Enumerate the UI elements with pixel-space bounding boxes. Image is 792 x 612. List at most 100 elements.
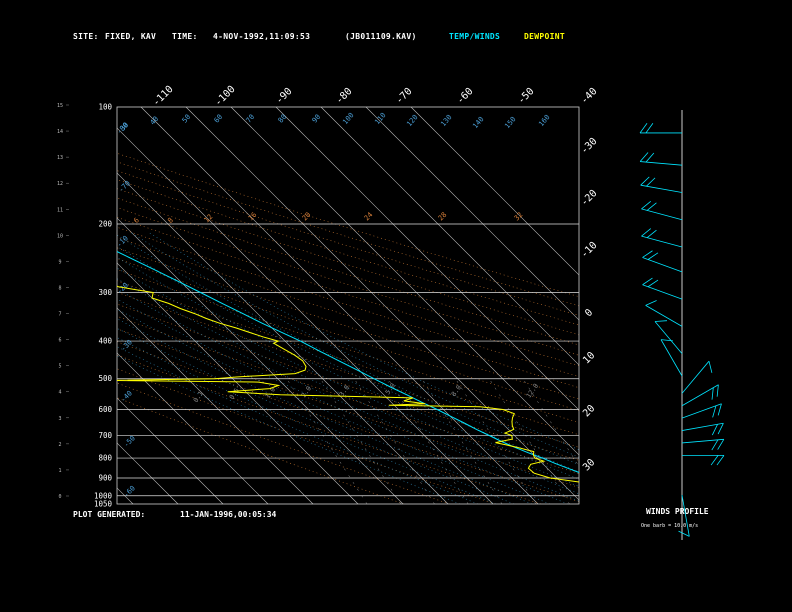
wind-barb-flag (716, 455, 725, 466)
pressure-tick-label: 100 (98, 103, 112, 112)
wind-barb-shaft (681, 422, 724, 431)
height-tick-label: 4 (58, 390, 61, 396)
adiabat-lines (117, 152, 579, 504)
plot-generated-value: 11-JAN-1996,00:05:34 (180, 510, 277, 519)
wind-barb-flag (645, 123, 654, 134)
height-tick-label: 12 (57, 181, 63, 187)
isotherm-line (0, 107, 88, 504)
dry-adiabat (117, 216, 579, 367)
wind-barb-flag (646, 229, 657, 239)
dry-adiabat (117, 280, 579, 436)
wind-barb-flag (654, 320, 668, 322)
mixing-ratio-label: 0.5 (228, 387, 241, 401)
mixing-ratio-line (522, 378, 579, 467)
pressure-tick-label: 800 (98, 454, 112, 463)
dry-adiabat (117, 226, 579, 377)
moist-adiabat (117, 308, 551, 504)
pressure-tick-label: 700 (98, 431, 112, 440)
wind-barb-flag (639, 123, 648, 134)
isotherm-line (275, 107, 579, 411)
right-temp-label: -10 (579, 240, 600, 261)
legend-dewpoint: DEWPOINT (524, 32, 565, 41)
wind-barb-flag (717, 423, 724, 435)
right-temp-label: 30 (581, 457, 597, 473)
moist-adiabat-label: 6 (132, 216, 141, 225)
height-tick-label: 5 (58, 364, 61, 370)
wind-barb-flag (642, 250, 653, 258)
wind-barb-flag (717, 403, 722, 416)
dry-adiabat (117, 315, 579, 474)
top-temp-label: -50 (516, 86, 537, 107)
height-tick-label: 14 (57, 129, 63, 135)
wind-barb-flag (645, 152, 655, 163)
isotherm-line (117, 262, 359, 504)
moist-adiabat (117, 327, 515, 504)
wind-barb-flag (716, 384, 719, 397)
dry-adiabat-label: 50 (181, 113, 193, 125)
pressure-tick-label: 1000 (94, 491, 113, 500)
wind-barb-flag (646, 202, 657, 211)
time-value: 4-NOV-1992,11:09:53 (213, 32, 311, 41)
isotherm-side-label: -10 (115, 234, 130, 249)
isotherm-side-label: -30 (119, 338, 134, 353)
moist-adiabat-label: 24 (363, 211, 375, 223)
height-tick-label: 13 (57, 155, 63, 161)
moist-adiabat (117, 278, 579, 495)
dry-adiabat-label: 60 (213, 113, 225, 125)
legend-temp-winds: TEMP/WINDS (449, 32, 501, 41)
height-tick-label: 6 (58, 338, 61, 344)
wind-barb-shaft (640, 161, 683, 166)
temperature-line (117, 250, 579, 473)
wind-barb-flag (711, 387, 714, 400)
dry-adiabat (117, 341, 579, 502)
dry-adiabat (117, 291, 579, 448)
wind-barb-flag (712, 405, 717, 418)
height-tick-label: 8 (58, 285, 61, 291)
height-tick-label: 2 (58, 442, 61, 448)
wind-barb-shaft (654, 321, 683, 354)
dry-adiabat-label: 120 (405, 113, 419, 128)
wind-barb-shaft (641, 235, 683, 248)
pressure-tick-label: 600 (98, 405, 112, 414)
top-temp-label: -60 (455, 86, 476, 107)
height-tick-label: 7 (58, 312, 61, 318)
isotherm-line (117, 307, 314, 504)
moist-adiabat (117, 346, 479, 504)
dry-adiabat (117, 207, 579, 356)
height-tick-label: 9 (58, 259, 61, 265)
dry-adiabat-label: 100 (341, 111, 355, 126)
wind-barb-shaft (642, 284, 683, 300)
dry-adiabat-label: 30 (119, 121, 131, 133)
dry-adiabat (117, 258, 579, 411)
dry-adiabat (117, 188, 579, 336)
wind-barb-shaft (681, 438, 724, 444)
isotherm-line (117, 352, 269, 504)
isotherm-side-label: -60 (122, 484, 137, 499)
wind-barb-shaft (641, 208, 683, 221)
mixing-ratio-line (354, 378, 435, 504)
isotherm-line (117, 172, 449, 504)
mixing-ratio-label: 2.0 (300, 385, 313, 399)
moist-adiabat (117, 337, 497, 504)
wind-barb-flag (678, 530, 690, 537)
pressure-tick-label: 500 (98, 374, 112, 383)
site-label: SITE: (73, 32, 99, 41)
moist-adiabat-label: 32 (513, 211, 525, 223)
moist-adiabat (117, 298, 569, 504)
site-value: FIXED, KAV (105, 32, 157, 41)
isobar-lines (117, 223, 579, 497)
dry-adiabat (117, 152, 579, 297)
top-temp-label: -100 (213, 84, 238, 109)
height-tick-label: 10 (57, 233, 63, 239)
isotherm-lines (0, 107, 579, 504)
top-temp-label: -70 (394, 86, 415, 107)
dry-adiabat-label: 160 (537, 113, 551, 128)
wind-barb-shaft (681, 384, 719, 407)
isotherm-side-label: -70 (117, 179, 132, 194)
right-temp-label: 0 (583, 307, 595, 319)
wind-barb-shaft (660, 339, 683, 377)
dry-adiabat (117, 247, 579, 400)
top-temp-label: -80 (334, 86, 355, 107)
wind-barb-flag (711, 439, 719, 451)
moist-adiabat (117, 318, 533, 504)
